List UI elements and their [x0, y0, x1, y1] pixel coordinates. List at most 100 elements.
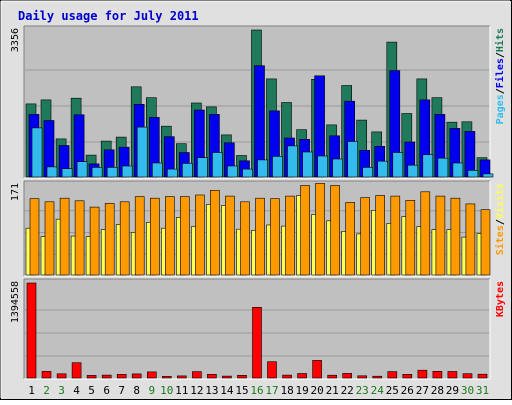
- legend-entry: KBytes: [495, 281, 506, 317]
- bar-kbytes-day-13: [207, 373, 217, 379]
- bar-pages-day-9: [152, 162, 163, 178]
- legend-entry: Pages: [495, 94, 506, 124]
- bar-pages-day-14: [227, 165, 238, 178]
- y-max-label: 171: [10, 183, 21, 201]
- bar-kbytes-day-18: [282, 374, 292, 379]
- bar-pages-day-7: [121, 165, 133, 178]
- bar-sites-day-22: [345, 202, 356, 276]
- bar-sites-day-12: [195, 194, 205, 276]
- bar-sites-day-29: [450, 197, 461, 276]
- bar-kbytes-day-12: [192, 371, 202, 379]
- legend-entry: /: [495, 88, 506, 94]
- bar-kbytes-day-26: [402, 373, 413, 379]
- bar-kbytes-day-16: [252, 306, 262, 379]
- bar-kbytes-day-5: [86, 375, 97, 379]
- bar-kbytes-day-9: [147, 371, 157, 379]
- x-tick-label: 3: [58, 384, 65, 397]
- bar-kbytes-day-15: [237, 374, 247, 379]
- bar-pages-day-4: [76, 161, 88, 178]
- x-tick-label: 22: [341, 384, 354, 397]
- bar-sites-day-1: [29, 198, 40, 276]
- bar-kbytes-day-23: [357, 375, 368, 379]
- bar-sites-day-2: [44, 201, 55, 276]
- x-tick-label: 11: [175, 384, 188, 397]
- bar-sites-day-16: [255, 197, 265, 276]
- bar-sites-day-6: [104, 203, 115, 276]
- x-tick-label: 28: [431, 384, 444, 397]
- y-max-label: 1394558: [10, 281, 21, 323]
- bar-kbytes-day-31: [477, 373, 488, 379]
- x-tick-label: 7: [118, 384, 125, 397]
- bar-pages-day-21: [332, 158, 343, 178]
- bar-kbytes-day-7: [116, 373, 127, 379]
- x-tick-label: 29: [446, 384, 459, 397]
- bar-pages-day-11: [182, 163, 193, 178]
- bar-kbytes-day-28: [432, 370, 443, 379]
- bar-kbytes-day-1: [26, 282, 37, 379]
- x-tick-label: 16: [250, 384, 263, 397]
- bar-kbytes-day-25: [387, 371, 398, 379]
- bar-sites-day-11: [180, 196, 190, 276]
- x-tick-label: 27: [416, 384, 429, 397]
- bar-sites-day-9: [150, 197, 160, 276]
- bar-kbytes-day-24: [372, 375, 383, 379]
- bar-pages-day-27: [422, 154, 434, 178]
- bar-pages-day-29: [452, 162, 464, 178]
- bar-pages-day-13: [212, 152, 223, 178]
- bar-sites-day-21: [330, 185, 340, 276]
- bar-pages-day-6: [106, 167, 118, 178]
- bar-sites-day-17: [270, 198, 280, 276]
- bar-kbytes-day-22: [342, 373, 353, 379]
- bar-pages-day-8: [136, 126, 148, 178]
- bar-sites-day-18: [285, 195, 295, 276]
- bar-sites-day-13: [210, 190, 220, 276]
- x-tick-label: 25: [386, 384, 399, 397]
- bar-pages-day-26: [407, 164, 419, 178]
- bar-sites-day-3: [59, 197, 70, 276]
- bar-pages-day-12: [197, 157, 208, 178]
- x-tick-label: 10: [160, 384, 173, 397]
- bar-sites-day-10: [165, 196, 175, 276]
- bar-pages-day-19: [302, 151, 313, 178]
- chart-title: Daily usage for July 2011: [18, 9, 199, 23]
- bar-pages-day-18: [287, 145, 298, 178]
- x-tick-label: 2: [43, 384, 50, 397]
- x-tick-label: 24: [371, 384, 385, 397]
- bar-pages-day-30: [467, 170, 479, 178]
- legend-hits-files-pages: Pages/Files/Hits: [494, 28, 506, 124]
- bar-sites-day-5: [89, 206, 100, 276]
- bar-kbytes-day-3: [56, 373, 67, 379]
- legend-kbytes: KBytes: [495, 281, 506, 317]
- bar-sites-day-4: [74, 200, 85, 276]
- bar-pages-day-25: [392, 152, 404, 178]
- bar-sites-day-27: [420, 191, 431, 276]
- y-max-label: 3356: [10, 28, 21, 52]
- bar-kbytes-day-20: [312, 360, 322, 379]
- bar-sites-day-8: [134, 196, 145, 276]
- legend-sites-visits: Sites/Visits: [494, 183, 506, 255]
- legend-entry: Files: [494, 58, 506, 88]
- bar-pages-day-5: [91, 167, 103, 178]
- bar-pages-day-31: [482, 173, 494, 178]
- bar-sites-day-28: [435, 195, 446, 276]
- bar-sites-day-31: [480, 209, 491, 276]
- panel-hits-files-pages: 3356 Pages/Files/Hits: [10, 25, 506, 179]
- bar-kbytes-day-14: [222, 375, 232, 379]
- bar-kbytes-day-19: [297, 373, 307, 379]
- bar-pages-day-24: [377, 160, 389, 178]
- bar-pages-day-1: [31, 127, 43, 178]
- bar-sites-day-20: [315, 183, 325, 276]
- x-tick-label: 5: [88, 384, 95, 397]
- x-tick-label: 13: [205, 384, 218, 397]
- x-tick-label: 15: [235, 384, 248, 397]
- x-tick-label: 30: [461, 384, 474, 397]
- panel-sites-visits: 171 Sites/Visits: [10, 180, 506, 277]
- legend-entry: /: [495, 52, 506, 58]
- x-tick-label: 19: [295, 384, 308, 397]
- x-tick-label: 17: [265, 384, 278, 397]
- bar-kbytes-day-2: [41, 371, 52, 379]
- bar-sites-day-26: [405, 200, 416, 276]
- bar-pages-day-10: [167, 168, 178, 178]
- bar-sites-day-19: [300, 185, 310, 276]
- legend-entry: /: [495, 219, 506, 225]
